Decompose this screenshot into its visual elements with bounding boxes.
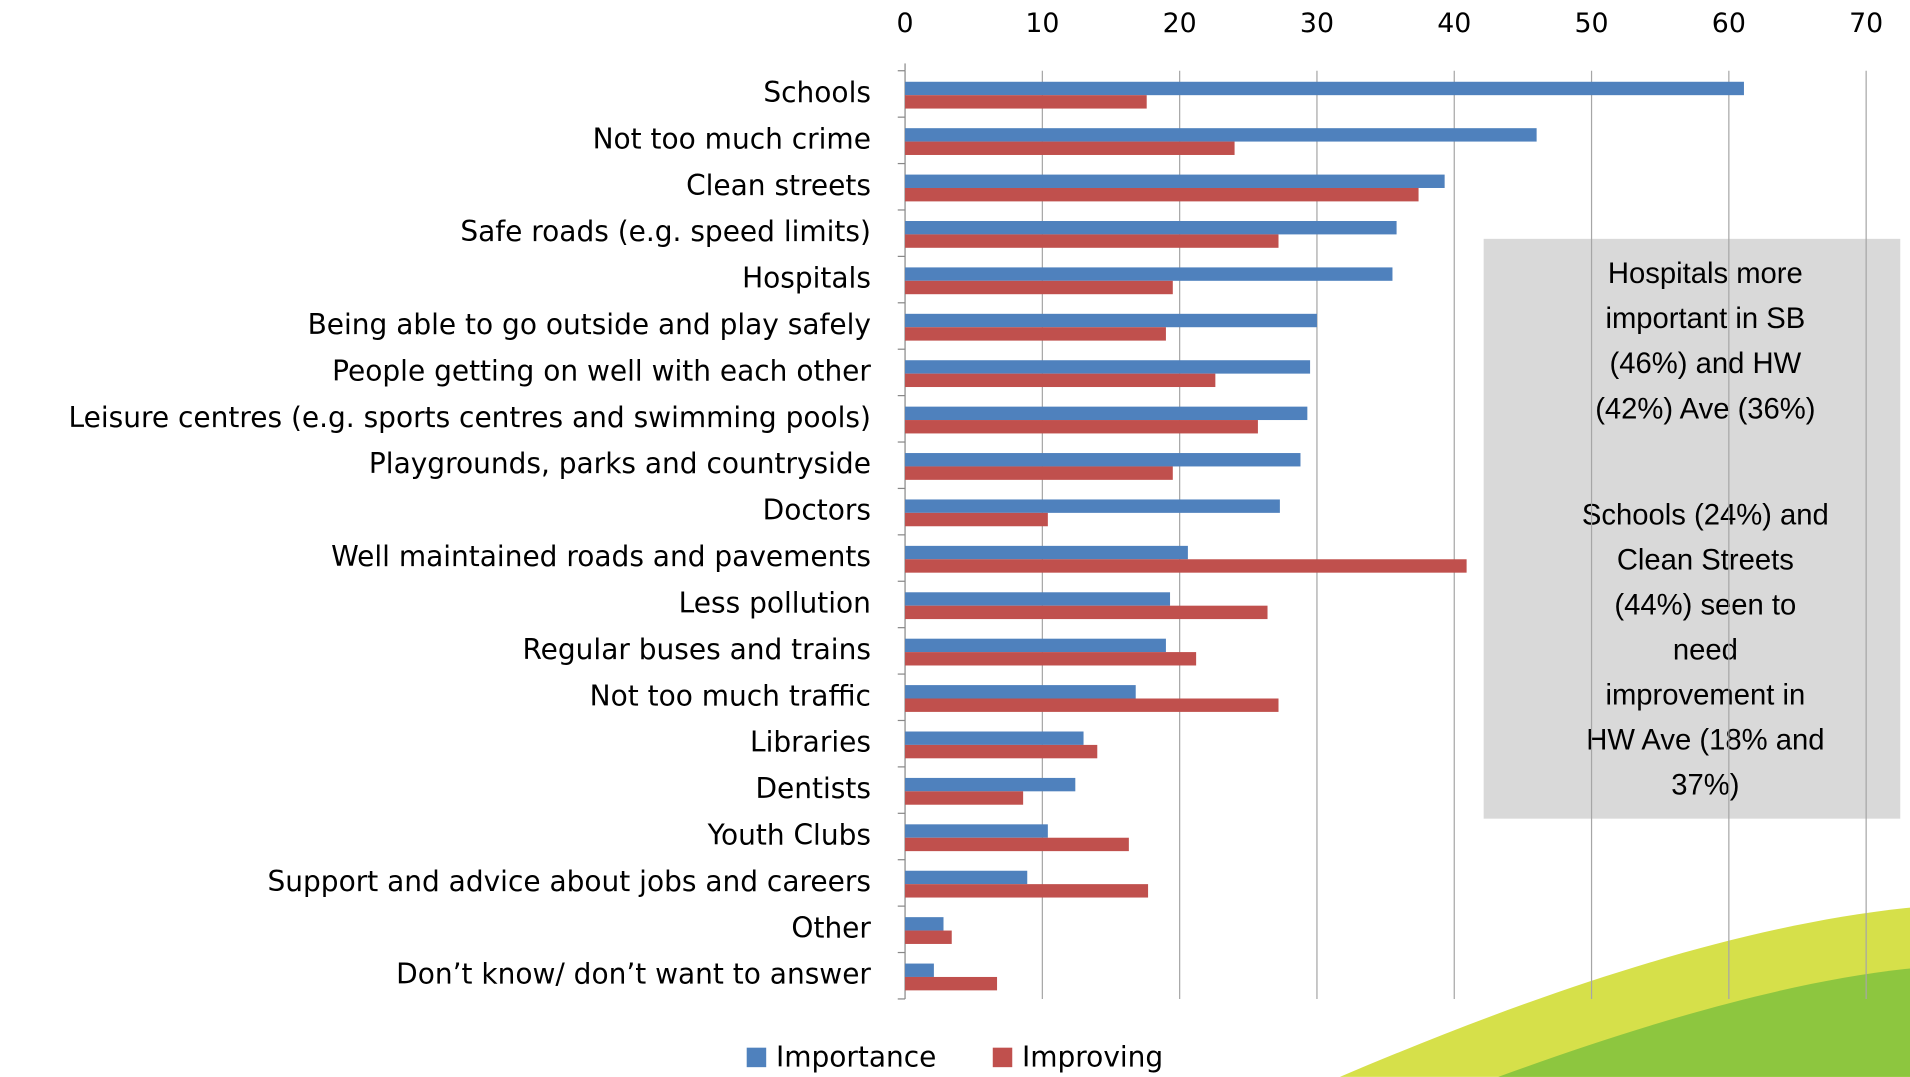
- annotation-line: improvement in: [1605, 680, 1805, 712]
- annotation-line: Hospitals more: [1608, 258, 1803, 290]
- bar: [905, 605, 1268, 620]
- bar: [905, 963, 934, 977]
- bar: [905, 453, 1301, 467]
- bar: [905, 406, 1308, 421]
- bar: [905, 777, 1076, 792]
- legend-label: Importance: [776, 1041, 936, 1074]
- bar: [905, 870, 1028, 885]
- bar: [905, 652, 1197, 666]
- y-tick-label: People getting on well with each other: [332, 354, 871, 387]
- bar: [905, 187, 1419, 202]
- bar: [905, 559, 1467, 573]
- bar: [905, 280, 1173, 295]
- y-tick-label: Dentists: [755, 772, 870, 805]
- bar: [905, 685, 1136, 699]
- bar: [905, 545, 1188, 560]
- y-tick-label: Safe roads (e.g. speed limits): [460, 215, 871, 248]
- bar: [905, 128, 1537, 142]
- annotation-line: Clean Streets: [1617, 544, 1794, 576]
- bar: [905, 698, 1279, 712]
- annotation-line: (42%) Ave (36%): [1595, 393, 1815, 425]
- bar: [905, 791, 1024, 805]
- annotation-line: need: [1673, 635, 1738, 667]
- annotation-line: (44%) seen to: [1614, 589, 1796, 621]
- bar: [905, 976, 998, 991]
- legend-label: Improving: [1022, 1041, 1163, 1074]
- y-tick-label: Doctors: [763, 494, 871, 527]
- x-tick-label: 70: [1849, 8, 1883, 39]
- bar: [905, 267, 1393, 281]
- x-tick-label: 0: [897, 8, 914, 39]
- bar: [905, 234, 1279, 248]
- y-tick-label: Not too much traffic: [590, 679, 871, 712]
- annotation-box: [1483, 238, 1901, 819]
- legend-swatch: [746, 1047, 767, 1068]
- bar: [905, 360, 1311, 374]
- bar: [905, 512, 1048, 527]
- x-tick-label: 20: [1163, 8, 1197, 39]
- bar: [905, 638, 1166, 653]
- bar: [905, 141, 1235, 155]
- bar: [905, 313, 1317, 328]
- bar: [905, 466, 1173, 480]
- y-tick-label: Less pollution: [679, 586, 871, 619]
- annotation-line: 37%): [1671, 770, 1739, 802]
- bar: [905, 824, 1048, 838]
- y-tick-label: Libraries: [750, 726, 871, 759]
- bar: [905, 174, 1445, 188]
- y-tick-label: Playgrounds, parks and countryside: [369, 447, 871, 480]
- annotation: Hospitals more important in SB (46%) and H…: [1582, 258, 1829, 802]
- bar: [905, 81, 1744, 96]
- bar: [905, 930, 952, 944]
- y-tick-label: Support and advice about jobs and career…: [268, 865, 871, 898]
- y-tick-label: Other: [791, 911, 871, 944]
- y-tick-label: Clean streets: [686, 169, 871, 202]
- y-tick-label: Schools: [763, 76, 871, 109]
- bar: [905, 373, 1216, 388]
- y-tick-label: Youth Clubs: [707, 819, 871, 852]
- annotation-line: HW Ave (18% and: [1586, 725, 1824, 757]
- x-tick-label: 10: [1025, 8, 1059, 39]
- annotation-line: important in SB: [1605, 303, 1805, 335]
- y-tick-label: Hospitals: [742, 262, 871, 295]
- y-tick-label: Leisure centres (e.g. sports centres and…: [69, 401, 871, 434]
- decor-swoosh: [1498, 968, 1910, 1077]
- annotation-line: (46%) and HW: [1610, 348, 1802, 380]
- bar: [905, 744, 1098, 759]
- bar: [905, 220, 1397, 235]
- bar: [905, 95, 1147, 109]
- x-tick-label: 30: [1300, 8, 1334, 39]
- y-tick-label: Not too much crime: [593, 122, 871, 155]
- bar: [905, 837, 1129, 852]
- bar: [905, 592, 1171, 606]
- bar: [905, 420, 1258, 434]
- annotation-line: Schools (24%) and: [1582, 499, 1829, 531]
- bar: [905, 917, 944, 931]
- x-tick-label: 50: [1575, 8, 1609, 39]
- y-tick-label: Well maintained roads and pavements: [331, 540, 871, 573]
- bar: [905, 731, 1084, 745]
- legend-swatch: [992, 1047, 1013, 1068]
- y-tick-label: Being able to go outside and play safely: [308, 308, 871, 341]
- bar: [905, 884, 1149, 898]
- x-tick-label: 60: [1712, 8, 1746, 39]
- y-tick-label: Regular buses and trains: [522, 633, 870, 666]
- x-tick-label: 40: [1437, 8, 1471, 39]
- bar: [905, 327, 1166, 341]
- bar: [905, 499, 1280, 513]
- y-tick-label: Don’t know/ don’t want to answer: [396, 958, 871, 991]
